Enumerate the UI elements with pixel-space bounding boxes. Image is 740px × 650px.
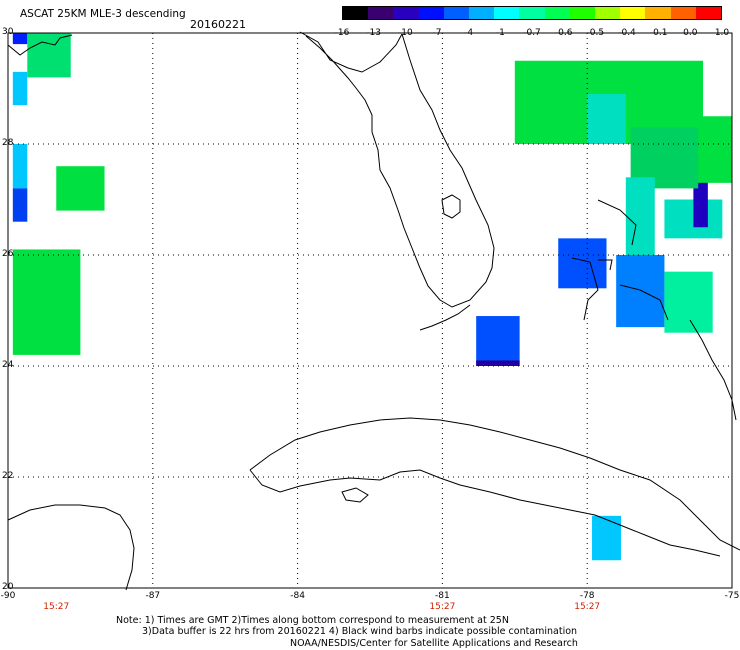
latitude-label: 30 [2, 27, 14, 37]
data-cell [12, 33, 28, 45]
colorbar-label: -13 [366, 28, 382, 38]
longitude-label: -87 [145, 591, 161, 601]
colorbar-label: -4 [464, 28, 474, 38]
colorbar-segment [620, 7, 646, 19]
isle-of-youth-outline [341, 487, 369, 503]
data-cell [592, 515, 621, 561]
colorbar-label: -16 [334, 28, 350, 38]
colorbar-label: -0.4 [618, 28, 636, 38]
colorbar [342, 6, 722, 20]
data-cell [12, 71, 28, 106]
colorbar-segment [569, 7, 596, 19]
time-label: 15:27 [574, 602, 601, 612]
bahamas-outline [571, 199, 669, 321]
data-cell [664, 271, 713, 333]
colorbar-label: -0.7 [523, 28, 541, 38]
longitude-label: -84 [290, 591, 305, 601]
map-title: ASCAT 25KM MLE-3 descending [20, 8, 186, 20]
map-date: 20160221 [190, 18, 246, 31]
map-frame [7, 32, 733, 589]
colorbar-label: -0.5 [586, 28, 605, 38]
note-line-3: NOAA/NESDIS/Center for Satellite Applica… [290, 638, 578, 649]
colorbar-segment [695, 7, 722, 19]
data-cell [476, 360, 520, 366]
data-cell [616, 255, 665, 328]
time-label: 15:27 [429, 602, 456, 612]
lat-lon-grid [7, 32, 733, 589]
colorbar-segment [343, 7, 369, 19]
data-cell [558, 238, 607, 289]
colorbar-label: -0.6 [554, 28, 573, 38]
colorbar-label: -0.1 [649, 28, 668, 38]
colorbar-segment [393, 7, 419, 19]
colorbar-segment [368, 7, 394, 19]
yucatan-coastline [7, 504, 135, 591]
data-cells [12, 33, 732, 561]
colorbar-segment [595, 7, 621, 19]
colorbar-label: -1 [495, 28, 505, 38]
colorbar-strip [342, 6, 722, 20]
colorbar-segment [645, 7, 671, 19]
bahamas-north-outline [689, 319, 737, 421]
latitude-label: 20 [2, 582, 14, 592]
note-line-1: Note: 1) Times are GMT 2)Times along bot… [116, 615, 509, 626]
florida-keys-outline [419, 304, 471, 331]
latitude-label: 22 [2, 471, 14, 481]
longitude-label: -78 [579, 591, 595, 601]
colorbar-segment [519, 7, 545, 19]
data-cell [12, 188, 28, 222]
colorbar-segment [469, 7, 495, 19]
data-cell [27, 33, 71, 78]
cuba-coastline [249, 417, 740, 557]
note-line-2: 3)Data buffer is 22 hrs from 20160221 4)… [142, 626, 578, 637]
colorbar-segment [418, 7, 444, 19]
data-cell [625, 177, 655, 255]
florida-coastline [7, 31, 495, 308]
colorbar-label: 1.0 [714, 28, 730, 38]
data-cell [56, 166, 105, 211]
colorbar-segment [544, 7, 570, 19]
data-cell [12, 144, 28, 189]
colorbar-segment [670, 7, 696, 19]
coastlines [7, 31, 740, 591]
latitude-label: 28 [2, 138, 14, 148]
colorbar-segment [443, 7, 470, 19]
latitude-label: 24 [2, 360, 14, 370]
time-label: 15:27 [43, 602, 70, 612]
data-cell [12, 249, 81, 355]
data-cell [587, 94, 626, 144]
latitude-label: 26 [2, 249, 14, 259]
colorbar-label: 0.0 [683, 28, 698, 38]
longitude-label: -90 [0, 591, 16, 601]
longitude-label: -75 [724, 591, 740, 601]
lake-okeechobee-outline [441, 194, 461, 219]
colorbar-label: -10 [397, 28, 413, 38]
data-cell [476, 316, 520, 366]
colorbar-label: -7 [432, 28, 442, 38]
colorbar-segment [494, 7, 520, 19]
longitude-label: -81 [435, 591, 450, 601]
